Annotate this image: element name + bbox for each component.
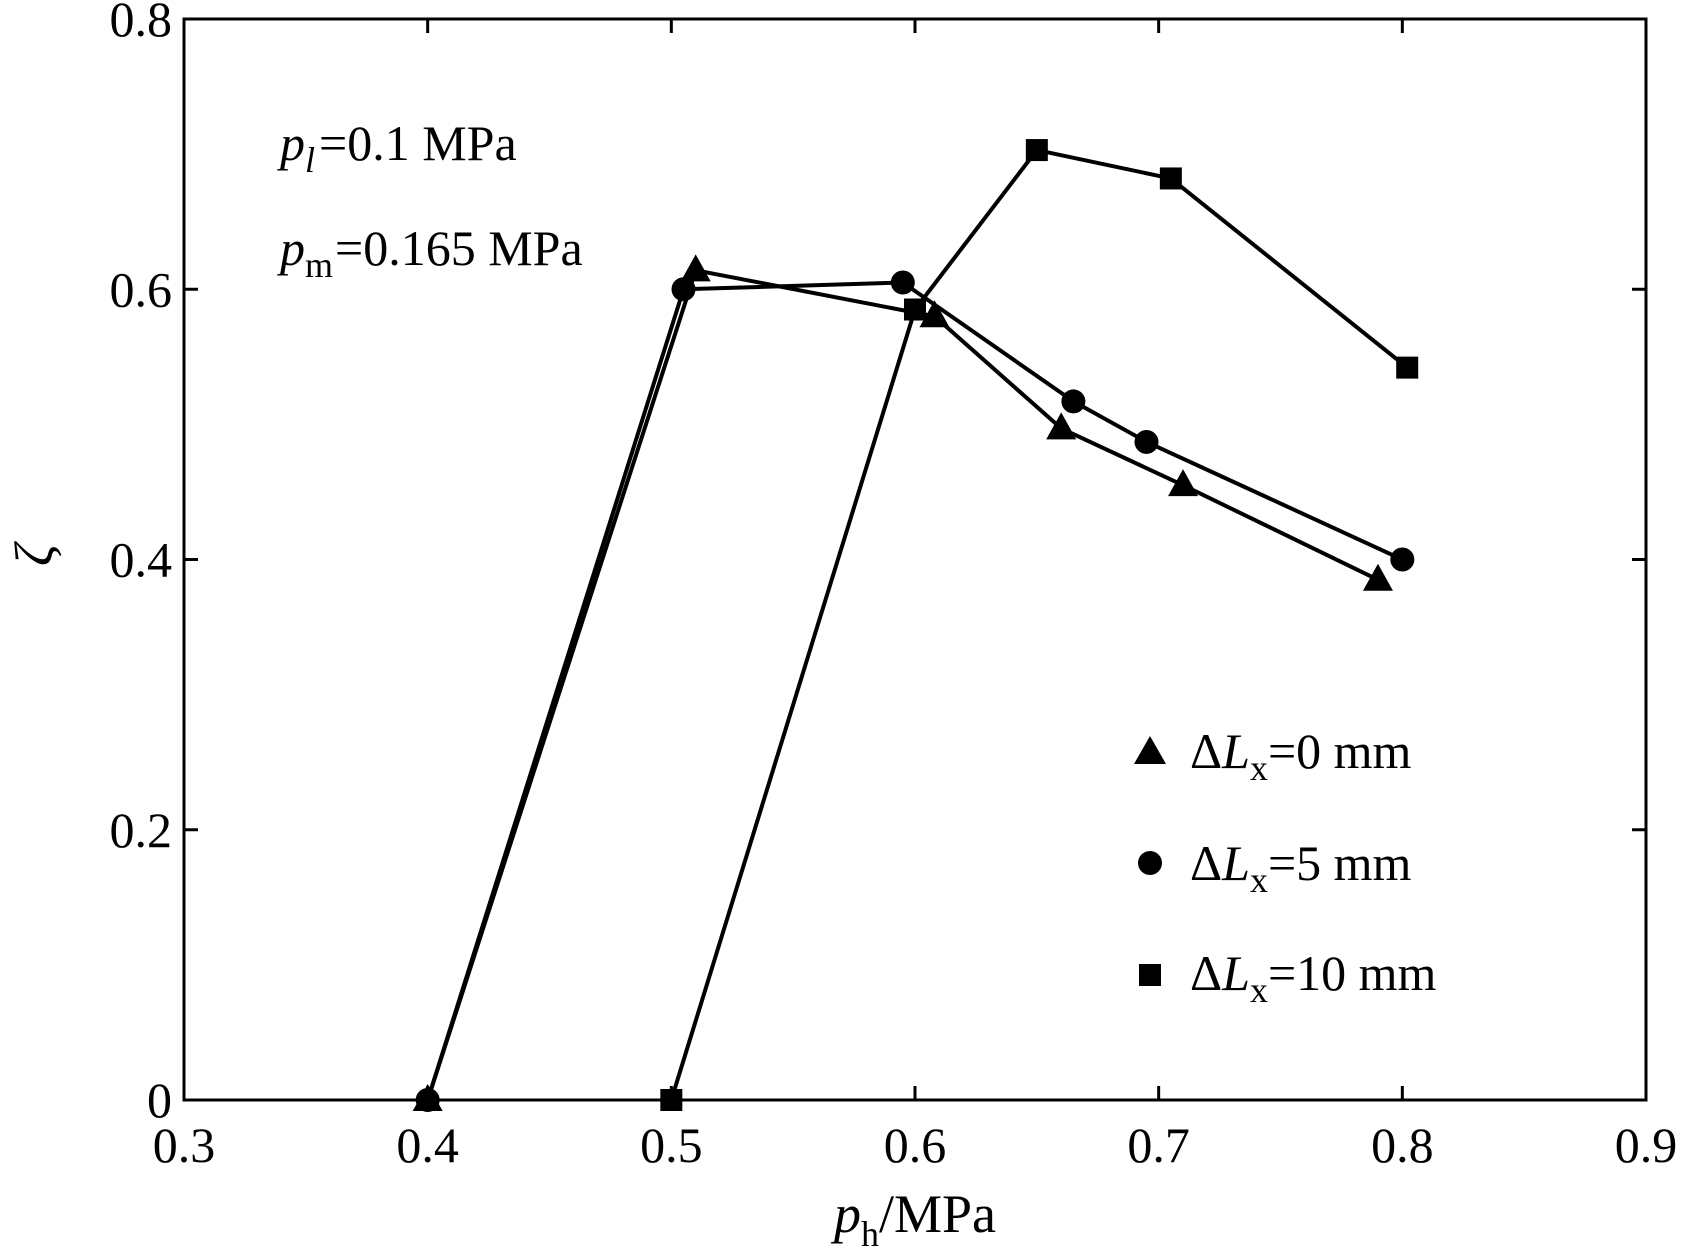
y-tick-labels: 0 0.2 0.4 0.6 0.8: [110, 0, 173, 1128]
point-triangle: [1362, 563, 1393, 591]
point-square: [1396, 356, 1419, 379]
annotation-pl: pl=0.1 MPa: [277, 115, 517, 180]
y-tick-label: 0.8: [110, 0, 173, 47]
y-axis-label: ζ: [4, 541, 64, 566]
x-tick-label: 0.9: [1615, 1117, 1678, 1173]
legend-label-0: ΔLx=0 mm: [1190, 723, 1412, 788]
x-tick-label: 0.4: [396, 1117, 459, 1173]
y-tick-label: 0: [147, 1072, 172, 1128]
legend-marker-square: [1139, 964, 1161, 986]
series-lines: [425, 148, 1409, 1101]
annotation-pm: pm=0.165 MPa: [277, 220, 583, 285]
series-line-1: [425, 280, 1404, 1101]
series-markers: [412, 139, 1419, 1112]
legend-marker-circle: [1138, 851, 1162, 875]
point-circle: [1390, 547, 1415, 572]
point-triangle: [919, 300, 950, 328]
point-square: [904, 298, 926, 321]
point-circle: [671, 277, 696, 302]
x-tick-label: 0.6: [884, 1117, 947, 1173]
point-square: [1025, 139, 1048, 162]
legend-label-2: ΔLx=10 mm: [1190, 945, 1437, 1010]
point-circle: [415, 1088, 440, 1112]
legend-marker-triangle: [1134, 736, 1166, 764]
x-tick-label: 0.7: [1127, 1117, 1190, 1173]
point-square: [1159, 167, 1182, 190]
point-circle: [1061, 389, 1086, 414]
axis-ticks: [182, 17, 1648, 1102]
x-tick-label: 0.3: [153, 1117, 216, 1173]
x-axis-label: ph/MPa: [830, 1184, 996, 1251]
point-circle: [1134, 429, 1159, 454]
y-tick-label: 0.4: [110, 532, 173, 588]
x-tick-label: 0.8: [1371, 1117, 1434, 1173]
y-tick-label: 0.6: [110, 261, 173, 317]
x-tick-labels: 0.3 0.4 0.5 0.6 0.7 0.8 0.9: [153, 1117, 1678, 1173]
y-tick-label: 0.2: [110, 802, 173, 858]
point-circle: [890, 270, 915, 295]
point-triangle: [1046, 412, 1077, 440]
x-tick-label: 0.5: [640, 1117, 703, 1173]
point-triangle: [680, 254, 711, 282]
legend-label-1: ΔLx=5 mm: [1190, 835, 1412, 900]
point-square: [660, 1089, 683, 1111]
plot-frame: [182, 17, 1648, 1102]
series-line-0: [425, 268, 1379, 1101]
legend: ΔLx=0 mm ΔLx=5 mm ΔLx=10 mm: [1134, 723, 1437, 1010]
point-triangle: [1168, 469, 1199, 497]
